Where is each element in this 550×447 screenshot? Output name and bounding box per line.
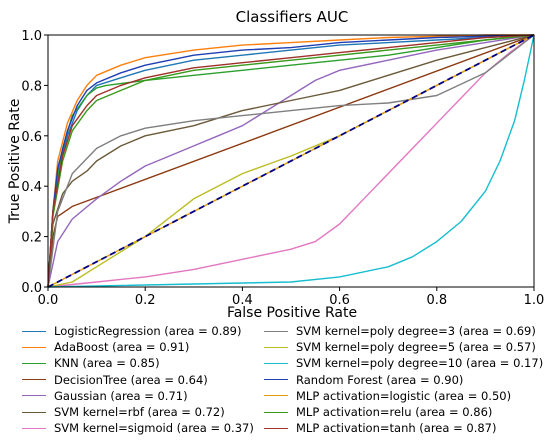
series-line-1	[47, 34, 534, 288]
legend-item-2: KNN (area = 0.85)	[22, 356, 160, 370]
reference-diagonal	[47, 34, 535, 288]
legend-swatch-6	[22, 427, 46, 429]
chart-title: Classifiers AUC	[236, 8, 349, 26]
legend-swatch-12	[264, 411, 288, 413]
legend-item-0: LogisticRegression (area = 0.89)	[22, 324, 241, 338]
legend-label-12: MLP activation=relu (area = 0.86)	[296, 405, 493, 419]
legend-label-0: LogisticRegression (area = 0.89)	[54, 324, 242, 338]
legend-label-1: AdaBoost (area = 0.91)	[54, 340, 190, 355]
legend-item-12: MLP activation=relu (area = 0.86)	[264, 405, 492, 419]
series-line-13	[47, 34, 535, 288]
legend-swatch-10	[264, 379, 288, 381]
legend-swatch-8	[264, 346, 288, 348]
x-tick-label-4: 0.8	[426, 293, 447, 308]
legend-label-11: MLP activation=logistic (area = 0.50)	[296, 388, 512, 403]
series-line-9	[47, 34, 535, 288]
legend-item-1: AdaBoost (area = 0.91)	[22, 340, 189, 354]
series-line-6	[47, 34, 535, 288]
legend-swatch-11	[264, 395, 288, 397]
legend-swatch-0	[22, 330, 46, 332]
legend-item-3: DecisionTree (area = 0.64)	[22, 373, 208, 387]
x-tick-label-5: 1.0	[524, 293, 545, 308]
y-tick-label-3: 0.6	[21, 130, 42, 145]
legend-swatch-3	[22, 379, 46, 381]
legend-label-6: SVM kernel=sigmoid (area = 0.37)	[54, 421, 254, 436]
legend-item-7: SVM kernel=poly degree=3 (area = 0.69)	[264, 324, 536, 338]
legend-item-5: SVM kernel=rbf (area = 0.72)	[22, 405, 225, 419]
legend-label-10: Random Forest (area = 0.90)	[296, 372, 464, 387]
series-line-10	[47, 34, 535, 288]
x-axis-label: False Positive Rate	[227, 305, 357, 321]
legend-swatch-7	[264, 330, 288, 332]
legend-label-8: SVM kernel=poly degree=5 (area = 0.57)	[296, 340, 536, 355]
legend-item-8: SVM kernel=poly degree=5 (area = 0.57)	[264, 340, 536, 354]
legend-item-6: SVM kernel=sigmoid (area = 0.37)	[22, 421, 254, 435]
legend-label-5: SVM kernel=rbf (area = 0.72)	[54, 405, 225, 419]
legend-label-4: Gaussian (area = 0.71)	[54, 388, 188, 403]
y-axis-label: True Positive Rate	[7, 99, 23, 225]
legend-swatch-2	[22, 362, 46, 364]
legend-swatch-4	[22, 395, 46, 397]
legend-label-3: DecisionTree (area = 0.64)	[54, 372, 208, 387]
series-line-4	[47, 34, 535, 288]
legend-item-9: SVM kernel=poly degree=10 (area = 0.17)	[264, 356, 543, 370]
y-tick-label-4: 0.8	[21, 79, 42, 94]
series-line-12	[47, 34, 535, 288]
legend-item-10: Random Forest (area = 0.90)	[264, 373, 463, 387]
plot-area: 0.0 0.2 0.4 0.6 0.8 1.0 0.0 0.2 0.4 0.6 0.8 1.0	[21, 29, 544, 308]
legend-label-2: KNN (area = 0.85)	[54, 356, 160, 371]
legend-swatch-9	[264, 362, 288, 364]
legend-swatch-5	[22, 411, 46, 413]
y-tick-label-5: 1.0	[21, 29, 42, 44]
legend-item-4: Gaussian (area = 0.71)	[22, 389, 188, 403]
legend-swatch-13	[264, 427, 288, 429]
legend-item-13: MLP activation=tanh (area = 0.87)	[264, 421, 496, 435]
series-line-0	[47, 34, 535, 288]
y-tick-label-0: 0.0	[21, 281, 42, 296]
legend-label-9: SVM kernel=poly degree=10 (area = 0.17)	[296, 356, 544, 371]
legend-swatch-1	[22, 346, 46, 348]
y-tick-label-1: 0.2	[21, 231, 42, 246]
legend-item-11: MLP activation=logistic (area = 0.50)	[264, 389, 511, 403]
x-tick-label-0: 0.0	[38, 293, 59, 308]
y-tick-label-2: 0.4	[21, 180, 42, 195]
plot-frame	[47, 34, 535, 288]
series-line-7	[47, 34, 535, 288]
x-tick-label-1: 0.2	[135, 293, 156, 308]
legend-label-13: MLP activation=tanh (area = 0.87)	[296, 421, 497, 436]
x-tick-label-2: 0.4	[232, 293, 253, 308]
legend-label-7: SVM kernel=poly degree=3 (area = 0.69)	[296, 324, 536, 338]
x-tick-label-3: 0.6	[329, 293, 350, 308]
